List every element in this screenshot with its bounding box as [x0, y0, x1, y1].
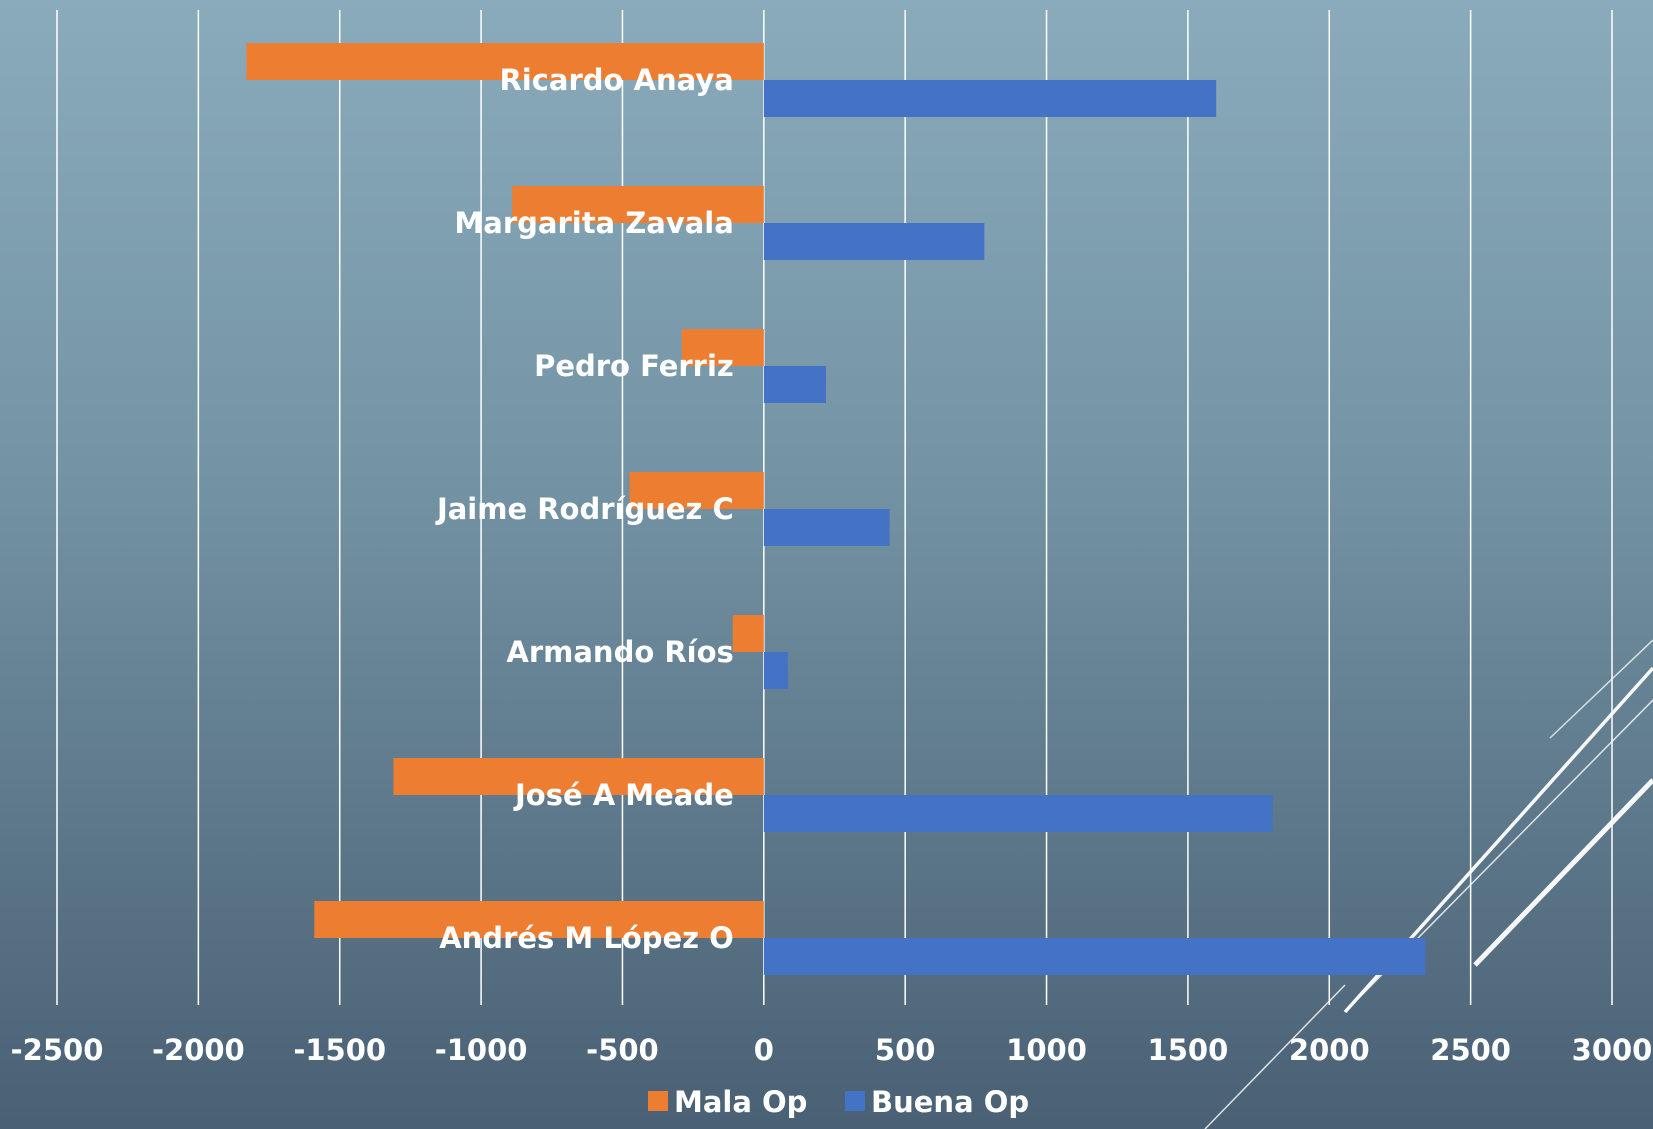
bar-buena-op [763, 366, 827, 403]
bars [246, 43, 1426, 975]
category-label: Margarita Zavala [454, 206, 733, 240]
bar-buena-op [763, 80, 1217, 117]
category-label: Armando Ríos [506, 635, 733, 669]
bar-mala-op [393, 758, 764, 795]
x-tick-label: 2500 [1430, 1033, 1511, 1067]
legend: Mala Op Buena Op [648, 1085, 1029, 1119]
bar-buena-op [763, 938, 1426, 975]
bar-buena-op [763, 652, 788, 689]
bar-mala-op [246, 43, 764, 80]
category-label: Jaime Rodríguez C [435, 492, 734, 526]
bar-mala-op [732, 615, 764, 652]
bar-mala-op [629, 472, 764, 509]
category-label: Pedro Ferriz [534, 349, 734, 383]
bar-buena-op [763, 223, 985, 260]
bar-mala-op [314, 901, 764, 938]
legend-label: Buena Op [871, 1085, 1029, 1119]
category-label: José A Meade [513, 778, 734, 812]
bar-mala-op [512, 186, 764, 223]
x-axis-tick-labels: -2500 -2000 -1500 -1000 -500 0 500 1000 1500 2000… [11, 1033, 1653, 1067]
legend-swatch [648, 1091, 668, 1111]
legend-label: Mala Op [674, 1085, 807, 1119]
x-tick-label: -1500 [293, 1033, 386, 1067]
category-labels: Ricardo Anaya Margarita Zavala Pedro Ferri… [435, 63, 734, 955]
legend-swatch [845, 1091, 865, 1111]
x-tick-label: -1000 [435, 1033, 528, 1067]
category-label: Ricardo Anaya [499, 63, 733, 97]
x-tick-label: 1000 [1006, 1033, 1087, 1067]
bar-buena-op [763, 509, 890, 546]
x-tick-label: -2500 [11, 1033, 104, 1067]
x-tick-label: -500 [586, 1033, 659, 1067]
x-tick-label: -2000 [152, 1033, 245, 1067]
category-label: Andrés M López O [439, 921, 734, 955]
gridlines [56, 10, 1613, 1005]
x-tick-label: 1500 [1148, 1033, 1229, 1067]
x-tick-label: 0 [754, 1033, 774, 1067]
x-tick-label: 3000 [1572, 1033, 1653, 1067]
x-tick-label: 2000 [1289, 1033, 1370, 1067]
bar-mala-op [681, 329, 764, 366]
x-tick-label: 500 [875, 1033, 936, 1067]
bar-buena-op [763, 795, 1273, 832]
